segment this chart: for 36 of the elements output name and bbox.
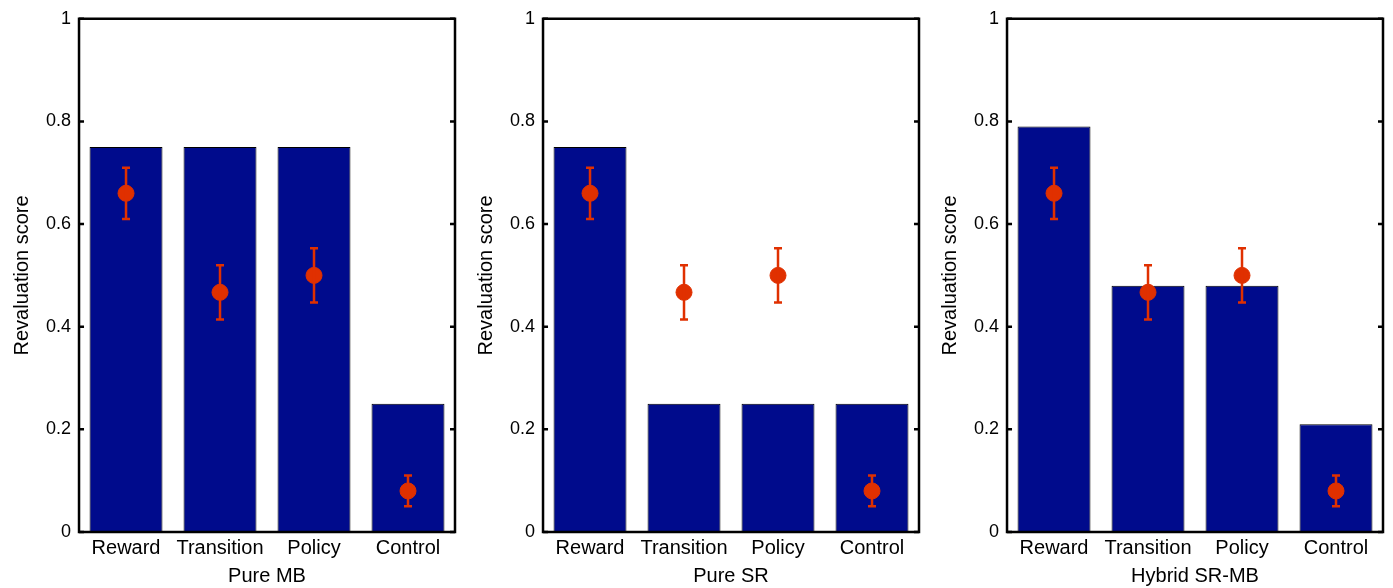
x-tick-label: Control [375,535,441,558]
y-tick-label: 0 [61,520,72,541]
x-tick-label: Control [839,535,905,558]
x-tick-label: Policy [751,535,805,558]
x-axis-title: Hybrid SR-MB [1131,563,1259,586]
y-tick-label: 0.2 [509,418,536,439]
x-tick-label: Reward [1019,535,1089,558]
y-tick-label: 0 [989,520,1000,541]
y-axis-title: Revaluation score [473,195,496,356]
x-tick-label: Reward [555,535,625,558]
x-tick-label: Reward [91,535,161,558]
y-tick-label: 0.8 [45,110,72,131]
x-tick-label: Control [1303,535,1369,558]
y-tick-label: 1 [61,7,72,28]
x-tick-label: Transition [176,535,264,558]
y-axis-title: Revaluation score [937,195,960,356]
x-axis-title: Pure SR [693,563,769,586]
x-tick-label: Policy [287,535,341,558]
y-tick-label: 0.8 [509,110,536,131]
y-tick-label: 1 [989,7,1000,28]
y-tick-label: 0.4 [509,315,536,336]
y-tick-label: 0.6 [973,213,1000,234]
y-tick-label: 0.6 [45,213,72,234]
y-tick-label: 0.6 [509,213,536,234]
y-tick-label: 0.4 [45,315,72,336]
x-tick-label: Policy [1215,535,1269,558]
x-axis-title: Pure MB [228,563,306,586]
x-tick-label: Transition [640,535,728,558]
y-tick-label: 1 [525,7,536,28]
y-axis-title: Revaluation score [9,195,32,356]
x-tick-label: Transition [1104,535,1192,558]
y-tick-label: 0 [525,520,536,541]
y-tick-label: 0.8 [973,110,1000,131]
y-tick-label: 0.2 [973,418,1000,439]
y-tick-label: 0.2 [45,418,72,439]
y-tick-label: 0.4 [973,315,1000,336]
